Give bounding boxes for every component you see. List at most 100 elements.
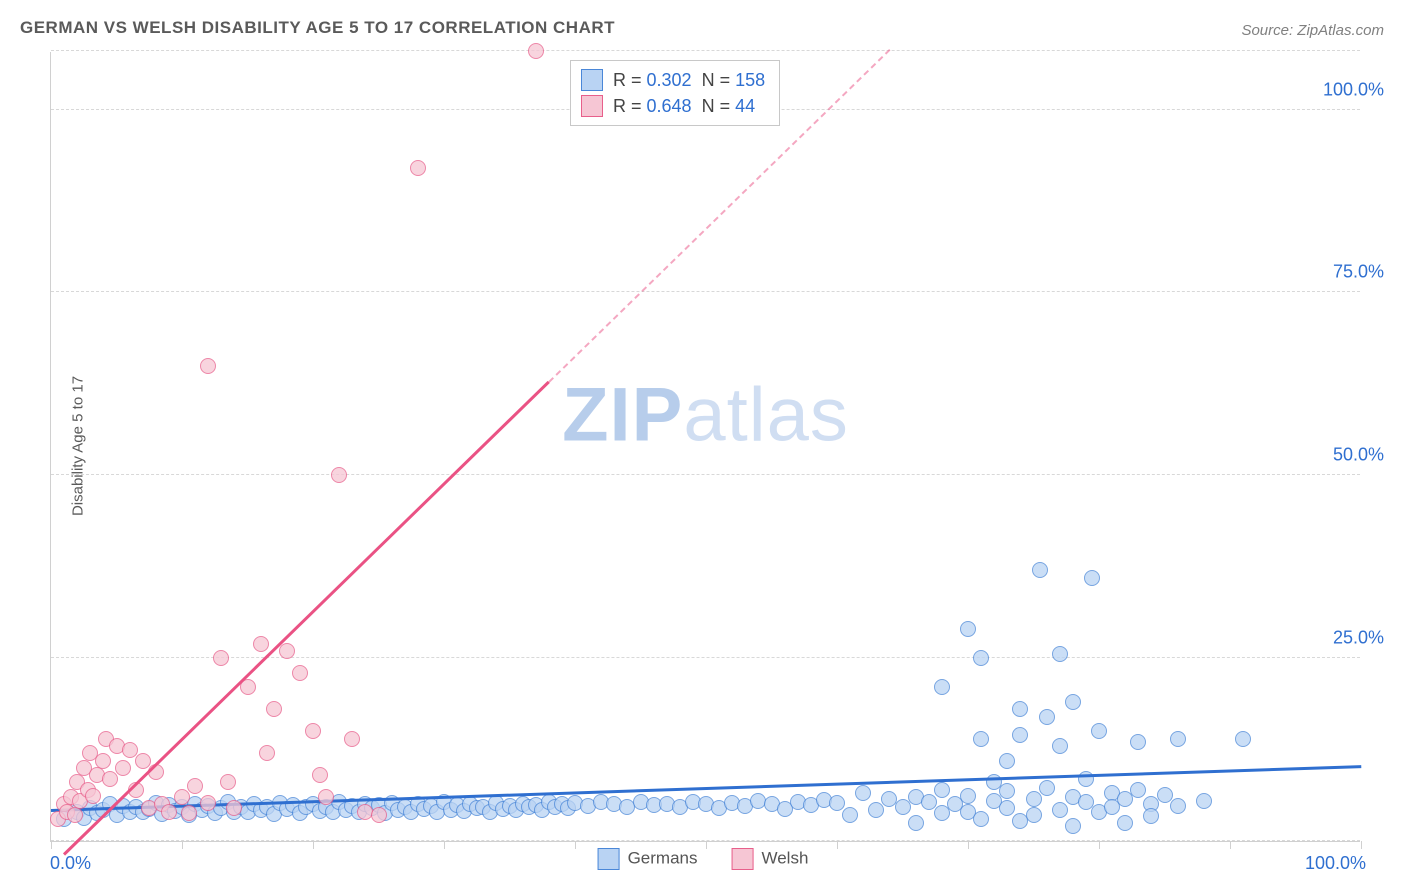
data-point: [410, 160, 426, 176]
data-point: [973, 650, 989, 666]
data-point: [187, 778, 203, 794]
legend-swatch: [598, 848, 620, 870]
x-tick: [1361, 841, 1362, 849]
gridline: [51, 50, 1360, 51]
data-point: [1084, 570, 1100, 586]
data-point: [1130, 734, 1146, 750]
data-point: [1052, 802, 1068, 818]
data-point: [855, 785, 871, 801]
legend-swatch: [581, 95, 603, 117]
data-point: [1235, 731, 1251, 747]
data-point: [1196, 793, 1212, 809]
data-point: [1052, 646, 1068, 662]
data-point: [220, 774, 236, 790]
data-point: [161, 804, 177, 820]
data-point: [200, 358, 216, 374]
x-tick: [444, 841, 445, 849]
series-legend: Germans Welsh: [598, 848, 809, 870]
data-point: [1143, 808, 1159, 824]
x-tick-label-min: 0.0%: [50, 853, 91, 874]
data-point: [1039, 780, 1055, 796]
legend-row: R = 0.302 N = 158: [581, 67, 765, 93]
data-point: [279, 643, 295, 659]
legend-item: Welsh: [731, 848, 808, 870]
data-point: [85, 788, 101, 804]
data-point: [67, 807, 83, 823]
x-tick: [51, 841, 52, 849]
data-point: [95, 753, 111, 769]
data-point: [266, 701, 282, 717]
data-point: [973, 731, 989, 747]
legend-swatch: [581, 69, 603, 91]
data-point: [1065, 694, 1081, 710]
data-point: [292, 665, 308, 681]
legend-stat: R = 0.302 N = 158: [613, 70, 765, 91]
data-point: [1012, 727, 1028, 743]
data-point: [934, 679, 950, 695]
data-point: [842, 807, 858, 823]
data-point: [259, 745, 275, 761]
watermark-rest: atlas: [683, 372, 849, 457]
x-tick: [968, 841, 969, 849]
data-point: [528, 43, 544, 59]
data-point: [371, 807, 387, 823]
plot-area: ZIPatlas: [50, 52, 1360, 842]
source-attribution: Source: ZipAtlas.com: [1241, 22, 1384, 39]
data-point: [318, 789, 334, 805]
data-point: [1065, 818, 1081, 834]
gridline: [51, 657, 1360, 658]
data-point: [312, 767, 328, 783]
data-point: [1170, 731, 1186, 747]
data-point: [200, 795, 216, 811]
legend-item: Germans: [598, 848, 698, 870]
y-tick-label: 50.0%: [1333, 445, 1384, 466]
data-point: [1026, 791, 1042, 807]
data-point: [174, 789, 190, 805]
y-tick-label: 100.0%: [1323, 79, 1384, 100]
data-point: [999, 800, 1015, 816]
data-point: [1130, 782, 1146, 798]
legend-row: R = 0.648 N = 44: [581, 93, 765, 119]
data-point: [1026, 807, 1042, 823]
data-point: [344, 731, 360, 747]
data-point: [960, 788, 976, 804]
watermark-bold: ZIP: [562, 372, 683, 457]
gridline: [51, 474, 1360, 475]
data-point: [1012, 701, 1028, 717]
legend-swatch: [731, 848, 753, 870]
data-point: [181, 805, 197, 821]
x-tick: [1230, 841, 1231, 849]
data-point: [829, 795, 845, 811]
data-point: [868, 802, 884, 818]
data-point: [1091, 723, 1107, 739]
x-tick: [182, 841, 183, 849]
data-point: [226, 800, 242, 816]
data-point: [253, 636, 269, 652]
regression-line: [63, 380, 550, 855]
data-point: [1170, 798, 1186, 814]
data-point: [115, 760, 131, 776]
chart-frame: GERMAN VS WELSH DISABILITY AGE 5 TO 17 C…: [0, 0, 1406, 892]
gridline: [51, 291, 1360, 292]
data-point: [1039, 709, 1055, 725]
data-point: [305, 723, 321, 739]
x-tick-label-max: 100.0%: [1305, 853, 1366, 874]
x-tick: [1099, 841, 1100, 849]
data-point: [999, 753, 1015, 769]
x-tick: [837, 841, 838, 849]
chart-title: GERMAN VS WELSH DISABILITY AGE 5 TO 17 C…: [20, 18, 615, 38]
data-point: [102, 771, 118, 787]
data-point: [1117, 815, 1133, 831]
data-point: [908, 815, 924, 831]
y-tick-label: 75.0%: [1333, 262, 1384, 283]
x-tick: [575, 841, 576, 849]
data-point: [1052, 738, 1068, 754]
watermark: ZIPatlas: [562, 371, 849, 458]
data-point: [960, 621, 976, 637]
x-tick: [313, 841, 314, 849]
data-point: [1032, 562, 1048, 578]
correlation-legend: R = 0.302 N = 158R = 0.648 N = 44: [570, 60, 780, 126]
data-point: [973, 811, 989, 827]
y-tick-label: 25.0%: [1333, 628, 1384, 649]
data-point: [213, 650, 229, 666]
